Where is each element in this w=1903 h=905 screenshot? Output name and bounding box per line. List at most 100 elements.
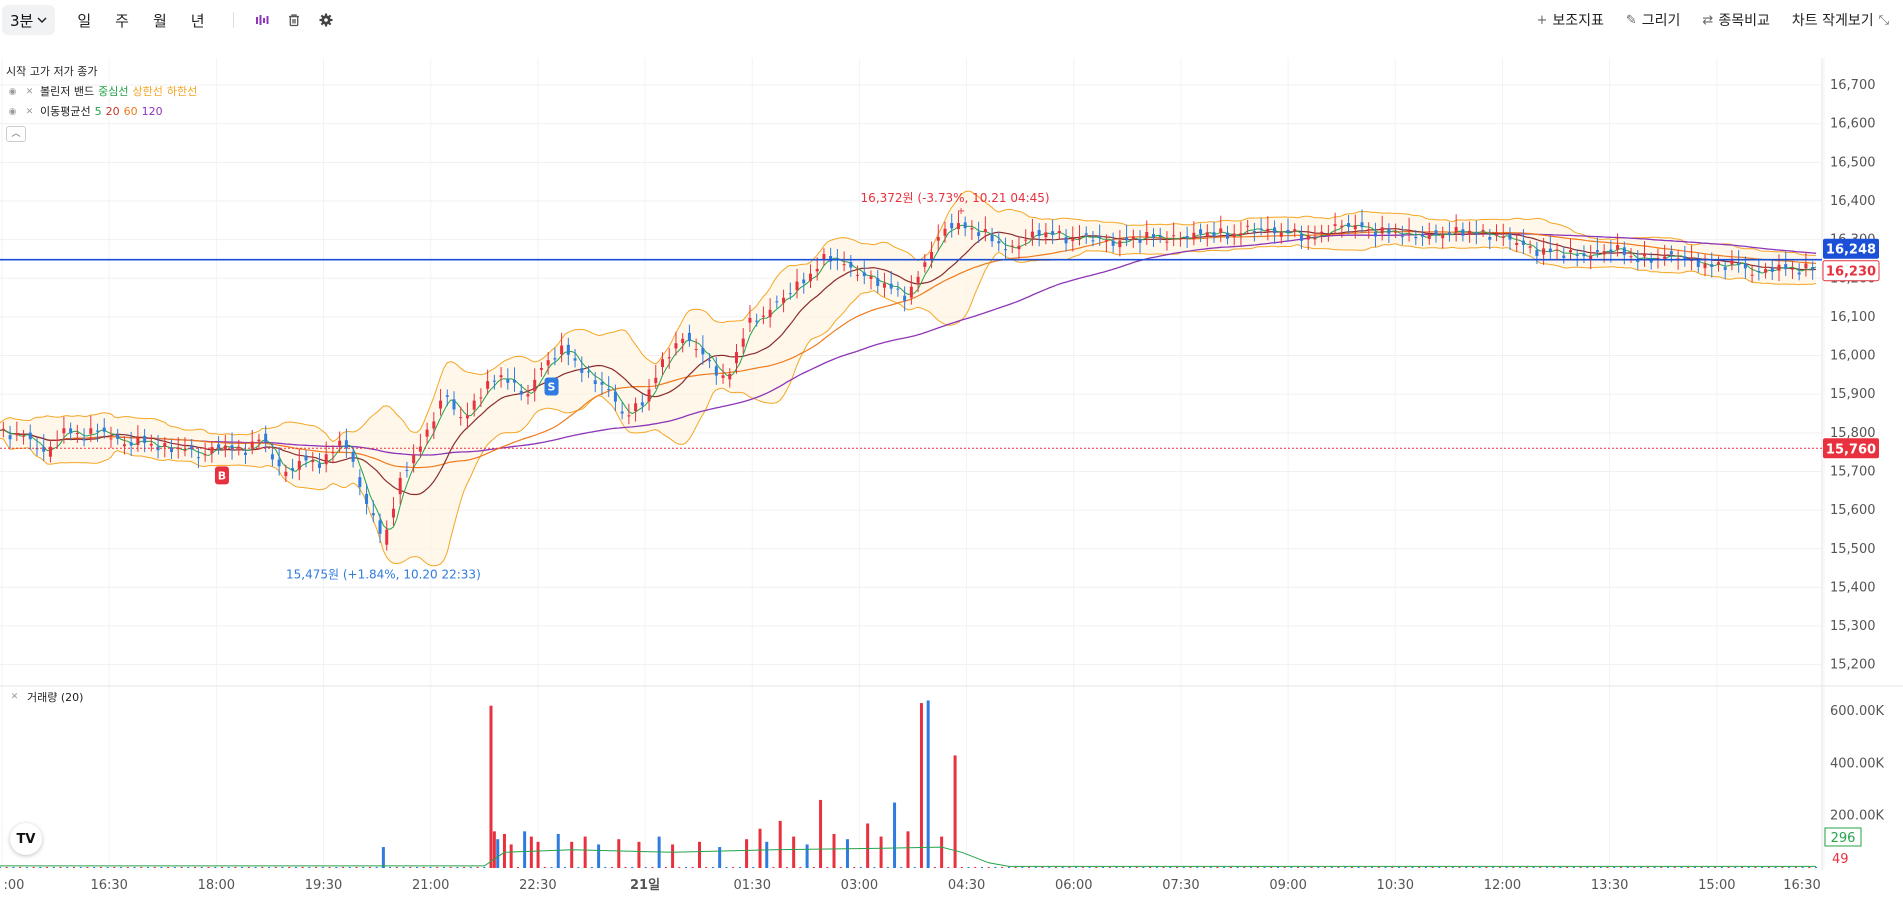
candle-body [1158,236,1162,238]
volume-bar [1189,866,1192,868]
volume-bar [556,833,560,868]
period-month[interactable]: 월 [152,11,167,30]
draw-button[interactable]: ✎ 그리기 [1626,10,1681,30]
volume-bar [987,866,990,868]
volume-bar [25,866,28,868]
candle-body [1629,256,1633,258]
volume-bar [1135,866,1138,868]
candle-body [1084,233,1088,235]
volume-bar [429,866,432,868]
candle-body [849,261,853,268]
volume-bar [671,844,675,868]
volume-last-tag: 49 [1832,852,1849,867]
volume-bar [1310,866,1313,868]
indicator-icon[interactable] [254,12,270,28]
close-icon[interactable]: ✕ [10,692,19,702]
volume-tick-label: 200.00K [1830,809,1884,824]
volume-bar [1767,866,1770,868]
candle-body [1,428,5,431]
volume-bar [1418,866,1421,868]
volume-bar [1034,866,1037,868]
candle-body [1609,249,1613,253]
current-price-tag-bg [1823,238,1879,259]
period-year[interactable]: 년 [190,11,205,30]
small-view-button[interactable]: 차트 작게보기 ⤡ [1792,10,1889,30]
volume-bar [489,705,493,868]
volume-bar [1579,866,1582,868]
last-close-tag-bg [1822,260,1880,282]
x-tick-label: 03:00 [841,878,878,893]
y-tick-label: 15,800 [1830,426,1876,441]
candle-body [297,460,301,470]
volume-bar [1593,866,1596,868]
candle-body [291,468,295,471]
volume-bar [691,866,694,868]
volume-bar [536,841,540,868]
candle-body [1145,232,1149,238]
volume-bar [261,866,264,868]
candle-body [499,375,503,378]
volume-bar [1115,866,1118,868]
volume-bar [1075,866,1078,868]
volume-bar [483,866,486,868]
candle-body [1340,225,1344,228]
candle-body [963,222,967,229]
tradingview-logo[interactable]: TV [10,823,42,855]
candle-body [1306,235,1310,240]
candle-body [506,378,510,383]
eye-icon[interactable]: ◉ [8,107,17,117]
volume-bar [1021,866,1024,868]
volume-bar [705,866,708,868]
y-tick-label: 15,700 [1830,464,1876,479]
volume-bar [1330,866,1333,868]
volume-bar [362,866,365,868]
candle-body [1313,238,1317,240]
candle-body [708,360,712,362]
candle-body [1602,251,1606,255]
compare-button[interactable]: ⇄ 종목비교 [1702,10,1769,30]
volume-bar [496,839,500,868]
volume-bar [1720,866,1723,868]
volume-bar [1216,866,1219,868]
x-tick-label: 01:30 [734,878,771,893]
volume-bar [1680,866,1683,868]
volume-bar [1492,866,1495,868]
indicator-button[interactable]: + 보조지표 [1536,10,1603,30]
volume-bar [456,866,459,868]
candle-body [889,283,893,289]
volume-bar [1451,866,1454,868]
candle-body [190,446,194,450]
candle-body [1622,247,1626,256]
volume-bar [1714,866,1717,868]
volume-bar [583,836,587,868]
volume-bar [1646,866,1649,868]
eye-icon[interactable]: ◉ [8,87,17,97]
candle-body [1131,236,1135,240]
period-day[interactable]: 일 [77,11,92,30]
volume-bar [1519,866,1522,868]
volume-bar [1707,866,1710,868]
volume-bar [342,866,345,868]
close-icon[interactable]: ✕ [25,107,34,117]
volume-bar [241,866,244,868]
volume-bar [974,866,977,868]
candle-body [768,309,772,318]
candle-body [701,348,705,355]
gear-icon[interactable] [318,12,334,28]
trash-icon[interactable] [286,12,302,28]
volume-bar [940,836,944,868]
volume-bar [1095,866,1098,868]
volume-bar [718,847,722,868]
candle-body [903,295,907,301]
close-icon[interactable]: ✕ [25,87,34,97]
period-week[interactable]: 주 [115,11,129,30]
interval-select[interactable]: 3분 [2,5,56,35]
candle-body [775,301,779,303]
volume-bar [1633,866,1636,868]
volume-bar [953,755,957,868]
chevron-up-icon[interactable]: ︿ [6,126,26,142]
candle-body [687,332,691,341]
volume-bar [765,841,769,868]
volume-bar [1424,866,1427,868]
